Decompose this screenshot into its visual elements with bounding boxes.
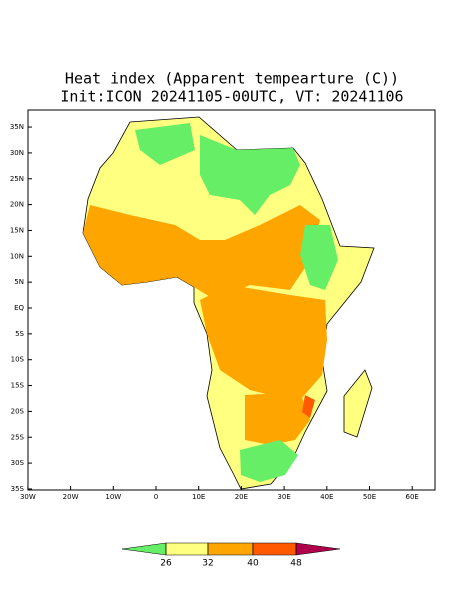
lat-tick-label: 25S <box>11 433 25 441</box>
lat-tick-label: 30N <box>10 149 24 157</box>
map <box>27 109 436 491</box>
heat-green-ethiopia <box>300 225 338 290</box>
lat-tick-label: 35S <box>11 485 25 493</box>
lat-tick-label: 5S <box>15 330 24 338</box>
lat-tick-label: 10S <box>11 356 25 364</box>
heat-green-south <box>240 440 298 482</box>
lon-tick-label: 10W <box>105 493 121 501</box>
lon-tick-label: 50E <box>363 493 376 501</box>
lon-tick-label: 20W <box>63 493 79 501</box>
lat-tick-label: 25N <box>10 175 24 183</box>
madagascar <box>343 369 373 438</box>
colorbar-bin <box>165 542 209 556</box>
title: Heat index (Apparent tempearture (C)) <box>65 70 399 88</box>
lon-tick-label: 30E <box>277 493 290 501</box>
colorbar <box>121 542 341 556</box>
lon-tick-label: 30W <box>20 493 36 501</box>
colorbar-lower <box>121 542 167 556</box>
lat-tick-label: 20S <box>11 407 25 415</box>
colorbar-label: 48 <box>290 559 302 569</box>
subtitle: Init:ICON 20241105-00UTC, VT: 20241106 <box>60 88 403 106</box>
heat-orange-south <box>245 392 310 445</box>
heat-orange-central <box>200 285 327 400</box>
lat-tick-label: 30S <box>11 459 25 467</box>
lat-tick-label: EQ <box>14 304 24 312</box>
heat-orange-west <box>83 205 320 300</box>
heat-green-maghreb <box>135 123 195 165</box>
colorbar-label: 26 <box>160 559 172 569</box>
colorbar-bin <box>252 542 297 556</box>
colorbar-upper <box>295 542 341 556</box>
lat-tick-label: 10N <box>10 252 24 260</box>
colorbar-bin <box>207 542 254 556</box>
lat-tick-label: 15S <box>11 382 25 390</box>
lat-tick-label: 15N <box>10 226 24 234</box>
lat-tick-label: 35N <box>10 123 24 131</box>
lat-tick-label: 5N <box>14 278 24 286</box>
heat-green-north <box>200 135 300 215</box>
colorbar-label: 32 <box>202 559 213 569</box>
lon-tick-label: 40E <box>320 493 333 501</box>
lon-tick-label: 10E <box>192 493 205 501</box>
heat-red-mozambique <box>302 395 315 418</box>
lon-tick-label: 20E <box>235 493 248 501</box>
lat-tick-label: 20N <box>10 201 24 209</box>
colorbar-label: 40 <box>247 559 259 569</box>
lon-tick-label: 60E <box>406 493 419 501</box>
lon-tick-label: 0 <box>154 493 158 501</box>
